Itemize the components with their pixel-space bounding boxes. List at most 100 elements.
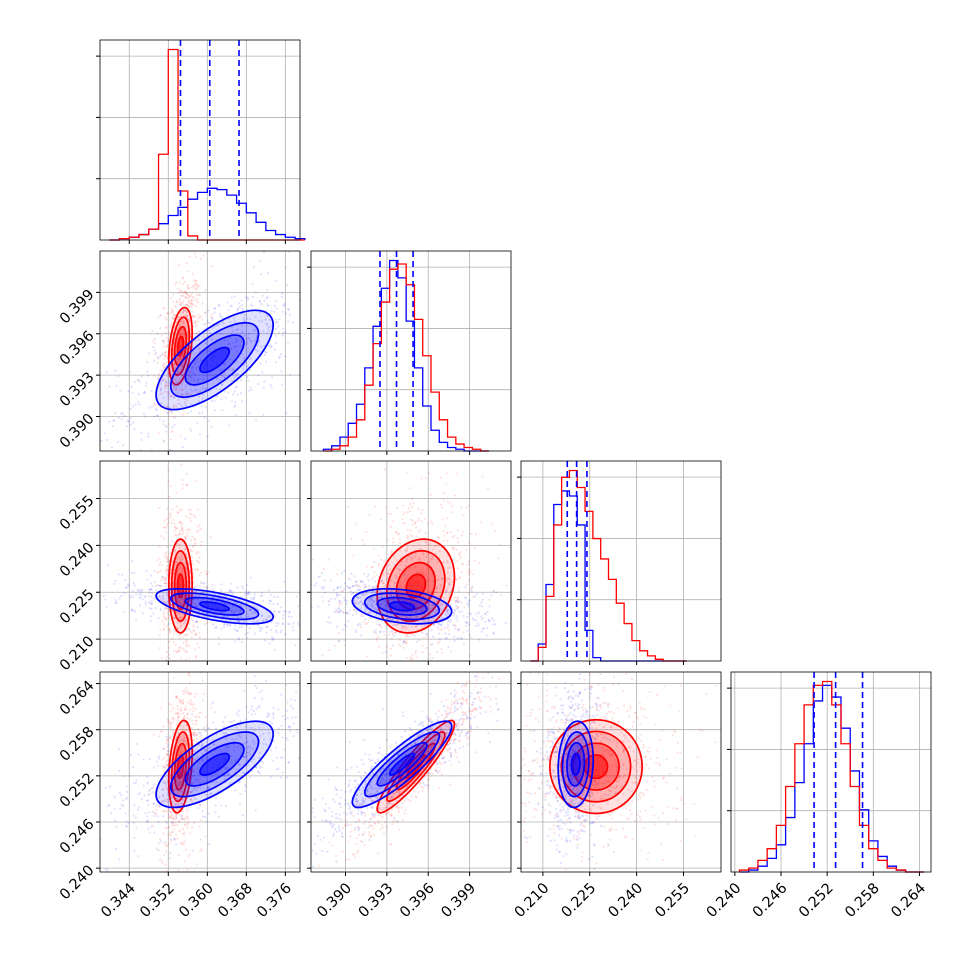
- scatter-point: [175, 388, 178, 391]
- scatter-point: [435, 669, 437, 671]
- scatter-point: [270, 309, 273, 312]
- scatter-point: [122, 775, 125, 778]
- scatter-point: [191, 272, 194, 275]
- scatter-point: [235, 338, 238, 341]
- scatter-point: [175, 747, 178, 751]
- scatter-point: [173, 534, 176, 537]
- scatter-point: [445, 559, 448, 563]
- scatter-point: [176, 784, 179, 787]
- scatter-point: [466, 602, 469, 605]
- scatter-point: [486, 610, 489, 614]
- scatter-point: [193, 602, 196, 605]
- scatter-point: [202, 582, 205, 585]
- scatter-point: [178, 281, 181, 284]
- scatter-point: [192, 378, 195, 381]
- scatter-point: [185, 303, 189, 306]
- scatter-point: [191, 713, 194, 716]
- scatter-point: [132, 814, 135, 817]
- scatter-point: [178, 299, 181, 302]
- scatter-point: [218, 323, 221, 326]
- scatter-point: [173, 313, 176, 317]
- scatter-point: [381, 651, 384, 654]
- scatter-point: [159, 597, 162, 601]
- scatter-point: [226, 616, 229, 619]
- scatter-point: [129, 417, 132, 420]
- scatter-point: [338, 600, 341, 603]
- hist-panel-1: [307, 250, 512, 452]
- scatter-point: [350, 537, 353, 541]
- scatter-point: [183, 393, 186, 396]
- scatter-point: [388, 633, 391, 636]
- scatter-point: [117, 375, 120, 378]
- scatter-point: [183, 649, 186, 652]
- panel-frame: [730, 671, 932, 873]
- scatter-point: [456, 607, 459, 611]
- scatter-point: [414, 521, 417, 524]
- scatter-point: [370, 566, 373, 569]
- scatter-point: [260, 595, 263, 598]
- scatter-point: [158, 842, 161, 845]
- scatter-point: [277, 622, 280, 625]
- scatter-point: [270, 345, 273, 349]
- scatter-point: [500, 594, 503, 597]
- scatter-point: [234, 624, 237, 627]
- scatter-point: [197, 646, 200, 649]
- scatter-point: [214, 626, 217, 630]
- scatter-point: [196, 366, 199, 369]
- scatter-point: [286, 716, 289, 720]
- scatter-point: [468, 612, 471, 615]
- scatter-point: [195, 655, 198, 658]
- scatter-point: [197, 529, 200, 532]
- scatter-point: [187, 691, 190, 695]
- scatter-point: [171, 831, 174, 834]
- scatter-point: [190, 303, 193, 306]
- scatter-point: [175, 352, 178, 355]
- scatter-point: [169, 721, 172, 724]
- scatter-point: [457, 586, 460, 590]
- scatter-point: [221, 383, 224, 386]
- scatter-point: [182, 530, 185, 534]
- scatter-point: [389, 579, 392, 583]
- scatter-point: [265, 715, 269, 719]
- scatter-point: [191, 800, 194, 803]
- scatter-point: [378, 624, 382, 627]
- scatter-point: [416, 624, 419, 628]
- scatter-point: [228, 774, 231, 777]
- scatter-point: [153, 783, 156, 786]
- scatter-point: [285, 736, 288, 740]
- scatter-point: [193, 373, 196, 376]
- scatter-point: [241, 304, 244, 307]
- scatter-point: [133, 803, 136, 807]
- scatter-point: [199, 390, 202, 393]
- scatter-point: [161, 576, 164, 579]
- scatter-point: [232, 604, 235, 608]
- scatter-point: [247, 389, 250, 392]
- scatter-point: [187, 300, 190, 303]
- scatter-point: [186, 756, 189, 759]
- scatter-point: [397, 611, 400, 614]
- scatter-point: [383, 468, 386, 471]
- scatter-point: [166, 545, 169, 548]
- scatter-point: [247, 590, 250, 593]
- scatter-point: [178, 558, 181, 562]
- scatter-point: [189, 571, 192, 574]
- scatter-point: [194, 388, 197, 391]
- scatter-point: [151, 786, 154, 790]
- scatter-point: [411, 519, 415, 522]
- scatter-point: [380, 558, 383, 561]
- scatter-point: [162, 628, 165, 631]
- scatter-point: [261, 371, 264, 374]
- scatter-point: [148, 588, 151, 591]
- scatter-point: [183, 823, 186, 827]
- scatter-point: [188, 295, 191, 298]
- scatter-point: [228, 589, 231, 592]
- scatter-point: [188, 681, 192, 684]
- scatter-point: [423, 606, 426, 610]
- scatter-point: [112, 419, 116, 422]
- scatter-point: [183, 817, 186, 820]
- scatter-point: [166, 564, 169, 568]
- scatter-point: [147, 352, 150, 355]
- scatter-point: [165, 526, 168, 529]
- scatter-point: [457, 590, 460, 593]
- scatter-point: [213, 711, 216, 714]
